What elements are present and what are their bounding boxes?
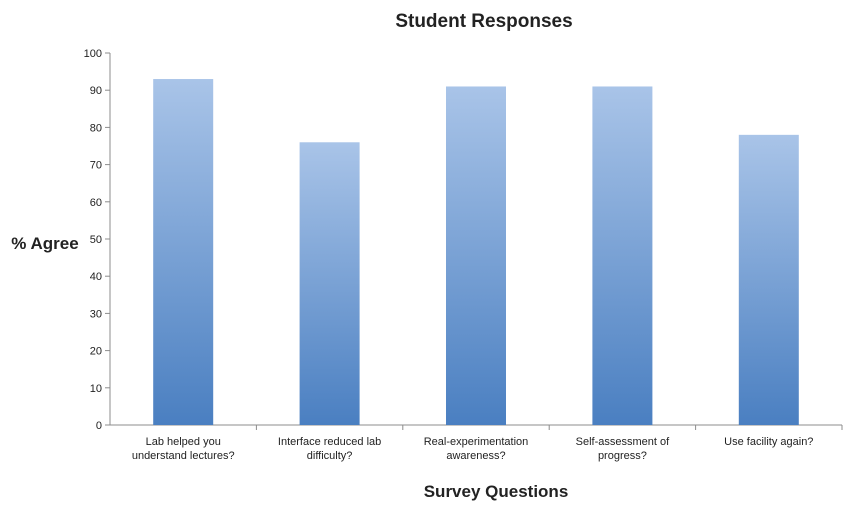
y-tick-label: 0 xyxy=(96,420,102,432)
bars xyxy=(153,79,799,425)
bar xyxy=(446,86,506,425)
x-axis xyxy=(110,424,843,430)
y-axis: 0 10 20 30 40 50 60 70 80 90 100 xyxy=(84,48,111,432)
y-tick-label: 30 xyxy=(90,308,102,320)
y-tick-label: 50 xyxy=(90,234,102,246)
chart-title: Student Responses xyxy=(395,11,572,32)
y-tick-label: 20 xyxy=(90,346,102,358)
x-tick-label: Use facility again? xyxy=(724,436,813,448)
y-tick-label: 10 xyxy=(90,383,102,395)
y-tick-label: 80 xyxy=(90,122,102,134)
y-tick-label: 90 xyxy=(90,85,102,97)
x-tick-label: Lab helped you understand lectures? xyxy=(132,436,235,462)
bar xyxy=(153,79,214,425)
bar xyxy=(592,86,653,425)
x-tick-label: Interface reduced lab difficulty? xyxy=(278,436,381,462)
y-tick-label: 60 xyxy=(90,197,102,209)
y-axis-label: % Agree xyxy=(11,234,78,253)
y-tick-label: 70 xyxy=(90,160,102,172)
x-tick-label: Real-experimentation awareness? xyxy=(424,436,529,462)
bar xyxy=(299,142,360,425)
x-tick-label: Self-assessment of progress? xyxy=(576,436,670,462)
x-axis-label: Survey Questions xyxy=(424,482,569,501)
y-tick-label: 40 xyxy=(90,271,102,283)
y-tick-label: 100 xyxy=(84,48,102,60)
bar xyxy=(738,134,799,425)
x-tick-labels: Lab helped you understand lectures? Interf… xyxy=(132,436,814,462)
